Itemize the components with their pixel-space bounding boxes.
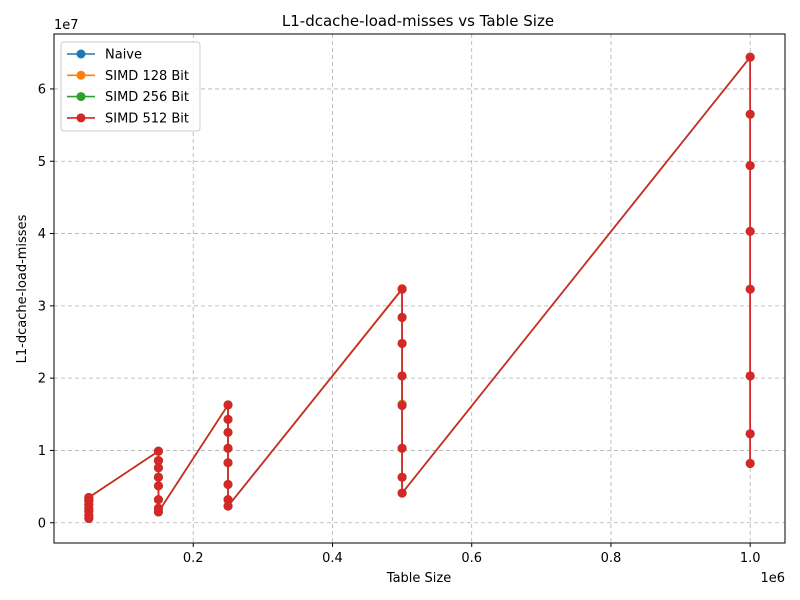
legend-label-simd-256-bit: SIMD 256 Bit [105,90,189,105]
data-point-simd-512-bit [153,472,163,482]
data-point-simd-512-bit [397,472,407,482]
x-tick-label: 0.2 [183,551,204,566]
data-point-simd-512-bit [397,443,407,453]
data-point-simd-512-bit [745,458,755,468]
y-offset-text: 1e7 [54,18,79,33]
y-tick-label: 4 [38,227,46,242]
data-point-simd-512-bit [745,161,755,171]
y-tick-label: 5 [38,155,46,170]
data-point-simd-512-bit [397,284,407,294]
data-point-simd-512-bit [397,488,407,498]
data-point-simd-512-bit [745,284,755,294]
data-point-simd-512-bit [745,52,755,62]
y-tick-label: 6 [38,82,46,97]
series-layer [84,52,755,523]
data-point-simd-512-bit [397,371,407,381]
data-point-simd-512-bit [745,109,755,119]
y-tick-label: 2 [38,372,46,387]
legend-label-simd-512-bit: SIMD 512 Bit [105,111,189,126]
data-point-simd-512-bit [153,456,163,466]
legend-swatch-marker-simd-256-bit [76,92,86,102]
x-tick-label: 1.0 [740,551,761,566]
data-point-simd-512-bit [223,495,233,505]
tick-layer: 0.2 0.4 0.6 0.8 1.0 0 1 2 3 4 5 6 [38,82,761,566]
data-point-simd-512-bit [223,479,233,489]
y-axis-title: L1-dcache-load-misses [15,214,30,363]
data-point-simd-512-bit [153,481,163,491]
plot-frame [53,33,786,544]
y-tick-label: 1 [38,444,46,459]
x-axis-title: Table Size [386,571,451,586]
chart-title: L1-dcache-load-misses vs Table Size [282,12,554,30]
data-point-simd-512-bit [223,400,233,410]
data-point-simd-512-bit [153,495,163,505]
legend-label-naive: Naive [105,48,142,63]
data-point-simd-512-bit [153,507,163,517]
data-point-simd-512-bit [223,427,233,437]
data-point-simd-512-bit [397,401,407,411]
data-point-simd-512-bit [745,371,755,381]
data-point-simd-512-bit [745,429,755,439]
data-point-simd-512-bit [84,492,94,502]
legend-swatch-marker-simd-512-bit [76,113,86,123]
data-point-simd-512-bit [223,501,233,511]
x-offset-text: 1e6 [760,571,785,586]
legend-label-simd-128-bit: SIMD 128 Bit [105,69,189,84]
data-point-simd-512-bit [745,226,755,236]
x-tick-label: 0.4 [322,551,343,566]
legend-swatch-marker-naive [76,49,86,59]
data-point-simd-512-bit [223,443,233,453]
data-point-simd-512-bit [153,463,163,473]
y-tick-label: 0 [38,516,46,531]
data-point-simd-512-bit [223,458,233,468]
x-tick-label: 0.6 [461,551,482,566]
legend-swatch-marker-simd-128-bit [76,70,86,80]
data-point-simd-512-bit [397,338,407,348]
data-point-simd-512-bit [153,446,163,456]
legend: Naive SIMD 128 Bit SIMD 256 Bit SIMD 512 Bi… [60,41,201,132]
y-tick-label: 3 [38,299,46,314]
data-point-simd-512-bit [397,312,407,322]
legend-frame [60,41,201,132]
x-tick-label: 0.8 [601,551,622,566]
data-point-simd-512-bit [223,414,233,424]
